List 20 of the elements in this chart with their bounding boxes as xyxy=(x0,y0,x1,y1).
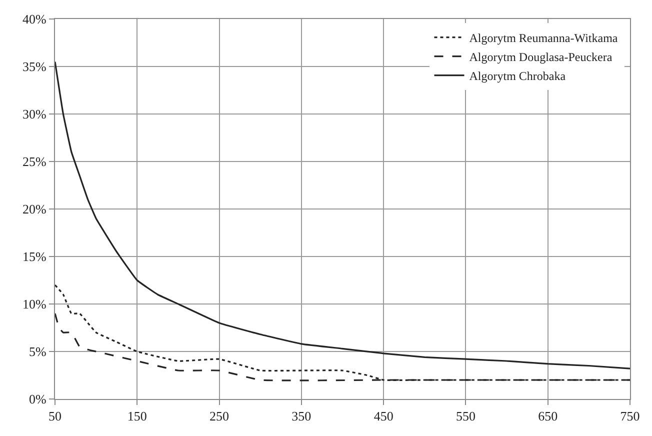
x-tick-label: 250 xyxy=(210,408,230,424)
y-tick-label: 30% xyxy=(22,106,47,122)
y-tick-label: 10% xyxy=(22,296,47,312)
y-tick-label: 25% xyxy=(22,154,47,170)
y-tick-label: 40% xyxy=(22,12,47,27)
y-tick-label: 20% xyxy=(22,202,47,217)
x-tick-label: 550 xyxy=(456,408,476,424)
x-tick-label: 350 xyxy=(292,408,312,424)
y-tick-label: 35% xyxy=(22,59,47,74)
legend-label: Algorytm Chrobaka xyxy=(469,68,566,83)
y-tick-label: 0% xyxy=(29,392,47,407)
y-tick-label: 15% xyxy=(22,249,47,264)
x-tick-label: 650 xyxy=(538,408,558,424)
legend-label: Algorytm Douglasa-Peuckera xyxy=(469,50,613,64)
y-tick-label: 5% xyxy=(29,344,47,360)
x-tick-label: 450 xyxy=(374,408,394,424)
x-tick-label: 50 xyxy=(48,408,62,424)
legend-label: Algorytm Reumanna-Witkama xyxy=(469,30,618,45)
x-tick-label: 750 xyxy=(620,408,640,424)
x-tick-label: 150 xyxy=(127,408,147,424)
